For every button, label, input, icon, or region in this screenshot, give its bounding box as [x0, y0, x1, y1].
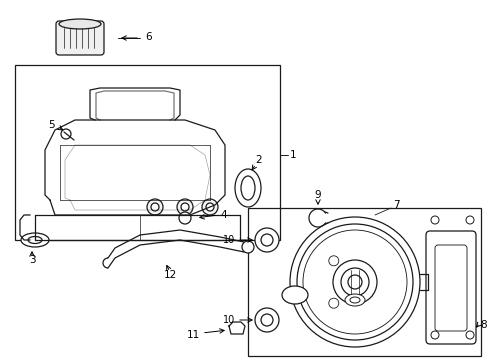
- Text: 4: 4: [220, 210, 226, 220]
- Circle shape: [328, 256, 338, 266]
- Text: 12: 12: [163, 270, 176, 280]
- Text: 3: 3: [29, 255, 35, 265]
- Text: 1: 1: [289, 150, 296, 160]
- Text: 10: 10: [223, 315, 235, 325]
- Circle shape: [430, 331, 438, 339]
- Ellipse shape: [205, 203, 214, 211]
- Circle shape: [465, 331, 473, 339]
- Ellipse shape: [235, 169, 261, 207]
- Text: 5: 5: [48, 120, 55, 130]
- Ellipse shape: [241, 176, 254, 200]
- Circle shape: [332, 260, 376, 304]
- Circle shape: [242, 241, 253, 253]
- Text: 7: 7: [392, 200, 399, 210]
- FancyBboxPatch shape: [56, 21, 104, 55]
- Circle shape: [328, 298, 338, 308]
- Ellipse shape: [59, 19, 101, 29]
- Text: 8: 8: [479, 320, 486, 330]
- Ellipse shape: [349, 297, 359, 303]
- Text: 11: 11: [186, 330, 200, 340]
- Ellipse shape: [151, 203, 159, 211]
- Ellipse shape: [202, 199, 218, 215]
- Circle shape: [254, 228, 279, 252]
- Text: 6: 6: [145, 32, 151, 42]
- Circle shape: [254, 308, 279, 332]
- Bar: [15, 65, 280, 240]
- Ellipse shape: [282, 286, 307, 304]
- Text: 10: 10: [223, 235, 235, 245]
- Ellipse shape: [147, 199, 163, 215]
- Ellipse shape: [345, 294, 364, 306]
- Text: 9: 9: [314, 190, 321, 200]
- Bar: [247, 208, 480, 356]
- FancyBboxPatch shape: [434, 245, 466, 331]
- FancyBboxPatch shape: [425, 231, 475, 344]
- Ellipse shape: [179, 212, 191, 224]
- Circle shape: [261, 234, 272, 246]
- Ellipse shape: [21, 233, 49, 247]
- Circle shape: [347, 275, 361, 289]
- Circle shape: [61, 129, 71, 139]
- Circle shape: [340, 268, 368, 296]
- Ellipse shape: [28, 237, 42, 243]
- Ellipse shape: [181, 203, 189, 211]
- Circle shape: [465, 216, 473, 224]
- Ellipse shape: [177, 199, 193, 215]
- Circle shape: [261, 314, 272, 326]
- Circle shape: [430, 216, 438, 224]
- Text: 2: 2: [254, 155, 261, 165]
